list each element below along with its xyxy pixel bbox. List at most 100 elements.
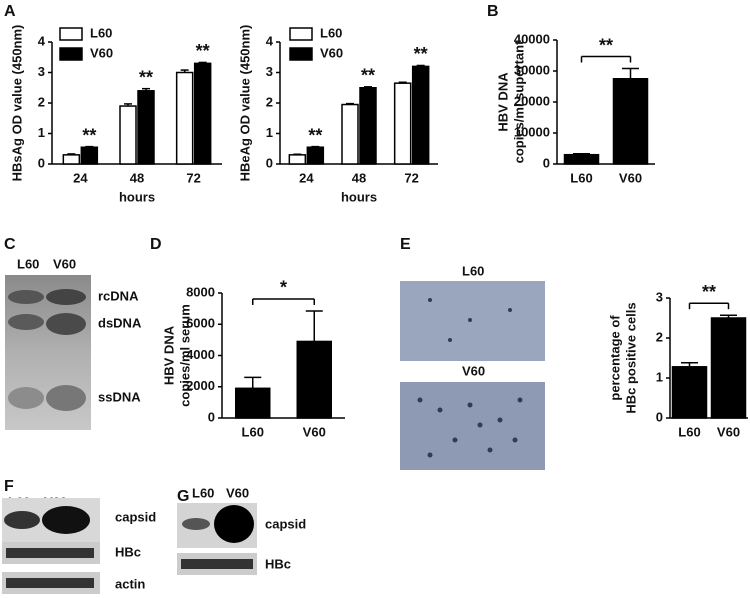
bar: [62, 154, 81, 165]
y-tick-label: 2: [656, 329, 663, 344]
lane-label: L60: [17, 256, 39, 271]
band-label: HBc: [265, 556, 291, 571]
panel-label: C: [4, 236, 16, 253]
y-axis-label: HBsAg OD value (450nm): [9, 25, 24, 182]
band-label: capsid: [265, 516, 306, 531]
lane-label: L60: [192, 485, 214, 500]
y-tick-label: 4: [266, 33, 274, 48]
blot-band: [214, 505, 254, 543]
x-tick-label: 48: [130, 170, 144, 185]
y-tick-label: 3: [656, 289, 663, 304]
significance: **: [361, 66, 375, 86]
bar: [393, 82, 412, 165]
significance: **: [414, 44, 428, 64]
x-tick-label: L60: [570, 170, 592, 185]
y-tick-label: 1: [266, 125, 273, 140]
y-tick-label: 10000: [514, 124, 550, 139]
legend-label: V60: [90, 45, 113, 60]
x-axis-label: hours: [341, 189, 377, 204]
blot-band: [182, 518, 210, 530]
y-tick-label: 1: [656, 369, 663, 384]
micrograph: [400, 281, 545, 361]
panel-label: F: [4, 478, 14, 495]
y-tick-label: 1: [38, 125, 45, 140]
legend-label: L60: [320, 25, 342, 40]
band-label: actin: [115, 576, 145, 591]
y-tick-label: 0: [543, 155, 550, 170]
panel-label: A: [4, 3, 16, 20]
significance: **: [308, 125, 322, 145]
bar: [359, 87, 377, 165]
band-label: HBc: [115, 544, 141, 559]
y-tick-label: 6000: [186, 316, 215, 331]
legend-swatch: [289, 47, 313, 61]
bar: [563, 153, 600, 165]
x-tick-label: L60: [242, 424, 264, 439]
y-tick-label: 30000: [514, 62, 550, 77]
bar: [80, 146, 99, 165]
blot-band: [8, 290, 44, 304]
image-label: L60: [462, 263, 484, 278]
x-tick-label: 24: [73, 170, 88, 185]
x-tick-label: V60: [717, 424, 740, 439]
band-label: capsid: [115, 509, 156, 524]
legend-swatch: [59, 47, 83, 61]
legend-label: L60: [90, 25, 112, 40]
blot-band: [8, 387, 44, 409]
y-axis-label: percentage of: [607, 315, 622, 401]
y-tick-label: 3: [266, 64, 273, 79]
legend-swatch: [289, 27, 313, 41]
y-tick-label: 4: [38, 33, 46, 48]
bar: [288, 154, 307, 165]
band-label: dsDNA: [98, 315, 142, 330]
y-tick-label: 20000: [514, 93, 550, 108]
bar: [671, 366, 708, 419]
image-label: V60: [462, 363, 485, 378]
blot-band: [8, 314, 44, 330]
bar: [341, 103, 359, 165]
bar: [193, 62, 212, 165]
y-tick-label: 0: [656, 409, 663, 424]
y-axis-label: copies/ml supertant: [511, 40, 526, 163]
band-label: ssDNA: [98, 389, 141, 404]
significance: **: [82, 125, 96, 145]
blot-band: [6, 548, 94, 558]
x-tick-label: 48: [352, 170, 366, 185]
y-tick-label: 0: [208, 409, 215, 424]
significance: **: [702, 282, 716, 302]
y-axis-label: copies/ml serum: [177, 304, 192, 407]
panel-label: D: [150, 236, 162, 253]
x-tick-label: 72: [186, 170, 200, 185]
bar: [612, 78, 649, 165]
bar: [235, 387, 271, 419]
y-axis-label: HBeAg OD value (450nm): [237, 25, 252, 182]
y-tick-label: 2000: [186, 378, 215, 393]
x-tick-label: V60: [619, 170, 642, 185]
blot-band: [42, 506, 90, 534]
x-axis-label: hours: [119, 189, 155, 204]
y-tick-label: 2: [38, 94, 45, 109]
bar: [296, 340, 332, 419]
y-axis-label: HBV DNA: [495, 72, 510, 132]
stained-cells: [417, 298, 523, 458]
x-tick-label: V60: [303, 424, 326, 439]
y-tick-label: 40000: [514, 31, 550, 46]
x-tick-label: 72: [404, 170, 418, 185]
blot-band: [46, 313, 86, 335]
significance: *: [280, 278, 287, 298]
x-tick-label: 24: [299, 170, 314, 185]
panel-label: B: [487, 3, 499, 20]
blot-band: [4, 511, 40, 529]
legend-label: V60: [320, 45, 343, 60]
y-tick-label: 0: [266, 155, 273, 170]
legend-swatch: [59, 27, 83, 41]
y-tick-label: 2: [266, 94, 273, 109]
band-label: rcDNA: [98, 288, 139, 303]
blot-band: [46, 289, 86, 305]
blot-band: [181, 559, 253, 569]
significance: **: [139, 67, 153, 87]
lane-label: V60: [53, 256, 76, 271]
x-tick-label: L60: [678, 424, 700, 439]
micrograph: [400, 382, 545, 470]
